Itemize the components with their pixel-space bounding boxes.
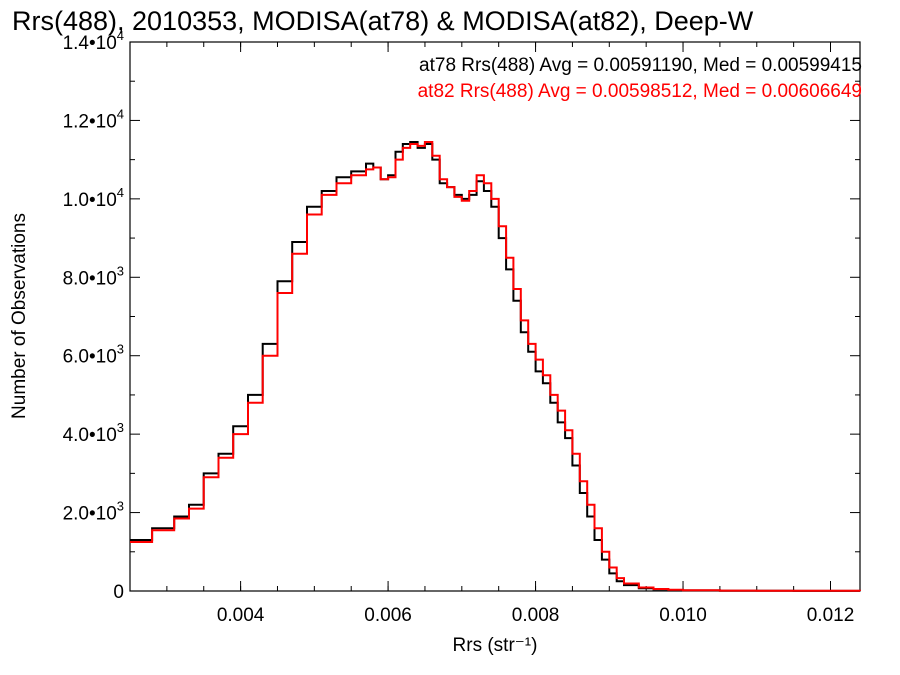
x-axis-label: Rrs (str⁻¹) [453,635,538,656]
y-tick-label: 4.0•103 [63,420,124,446]
series-line-1 [130,141,861,592]
x-tick-label: 0.004 [217,605,265,626]
y-tick-label: 2.0•103 [63,499,124,525]
x-tick-label: 0.006 [364,605,412,626]
plot-frame [129,41,861,592]
chart-title: Rrs(488), 2010353, MODISA(at78) & MODISA… [12,6,754,36]
annotation-text: at78 Rrs(488) Avg = 0.00591190, Med = 0.… [419,55,862,76]
y-tick-label: 1.4•104 [63,28,124,54]
x-tick-label: 0.012 [807,605,855,626]
y-axis-label: Number of Observations [9,213,30,419]
y-tick-label: 6.0•103 [63,342,124,368]
annotations: at78 Rrs(488) Avg = 0.00591190, Med = 0.… [418,55,862,102]
y-tick-label: 1.0•104 [63,185,124,211]
series-layer [130,141,861,592]
annotation-text: at82 Rrs(488) Avg = 0.00598512, Med = 0.… [418,81,862,102]
axis-ticks: 0.004 0.006 0.008 0.010 0.012 0 2.0•103 4.0•103… [63,28,860,626]
x-tick-label: 0.008 [512,605,560,626]
x-tick-label: 0.010 [659,605,707,626]
y-tick-label: 8.0•103 [63,263,124,289]
series-line-0 [130,141,860,592]
y-tick-label: 0 [113,582,124,603]
y-tick-label: 1.2•104 [63,106,124,132]
